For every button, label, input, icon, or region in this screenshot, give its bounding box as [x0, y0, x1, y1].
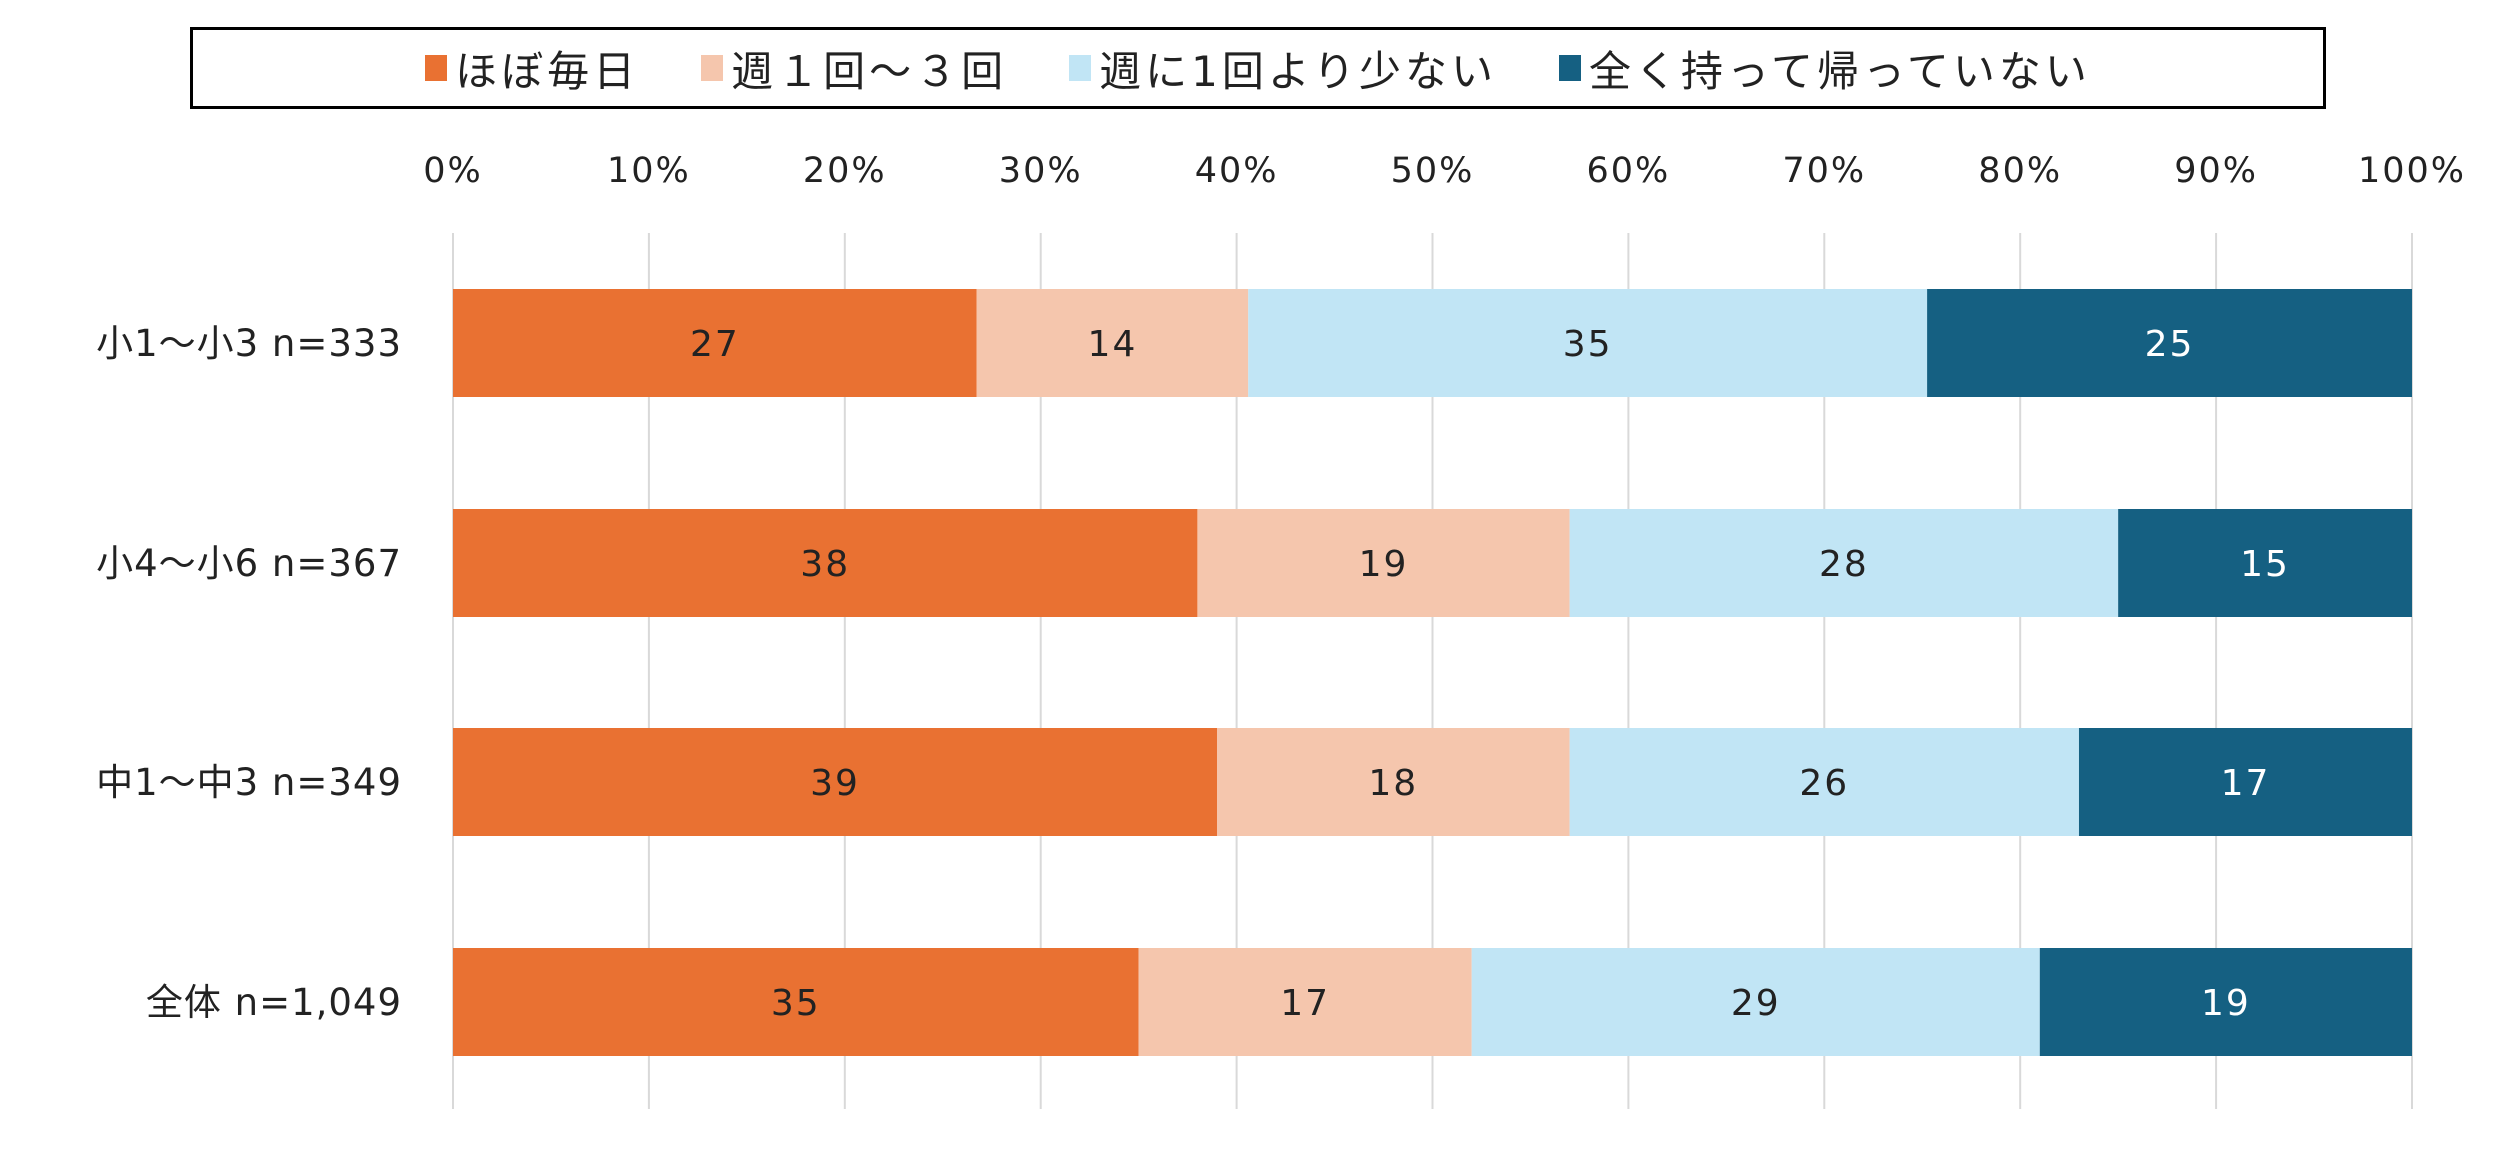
x-tick-label: 50% [1391, 151, 1475, 191]
legend-swatch [1069, 55, 1092, 81]
data-label: 38 [800, 544, 850, 585]
data-label: 28 [1819, 544, 1869, 585]
category-label: 全体 n=1,049 [146, 981, 402, 1024]
legend-item: ほぼ毎日 [425, 38, 639, 99]
bar-segment [1927, 289, 2412, 397]
bar-segment [453, 948, 1139, 1056]
x-tick-label: 40% [1195, 151, 1279, 191]
bar-segment [2078, 728, 2412, 836]
legend-item: 週に1回より少ない [1069, 38, 1497, 99]
data-label: 19 [1359, 544, 1409, 585]
bar-segment [1217, 728, 1570, 836]
data-label: 29 [1731, 983, 1781, 1024]
bar-segment [1569, 728, 2079, 836]
bar-segment [453, 728, 1218, 836]
bar-segment [453, 289, 977, 397]
legend-swatch [1559, 55, 1582, 81]
x-tick-label: 100% [2358, 151, 2466, 191]
legend-swatch [701, 55, 724, 81]
bar-segment [1569, 509, 2119, 617]
bar-segment [1248, 289, 1928, 397]
data-label: 17 [2221, 763, 2271, 804]
data-label: 15 [2240, 544, 2290, 585]
x-tick-label: 90% [2174, 151, 2258, 191]
legend-label: 全く持って帰っていない [1589, 46, 2091, 96]
category-label: 中1〜中3 n=349 [96, 761, 402, 804]
data-label: 19 [2201, 983, 2251, 1024]
data-label: 35 [1563, 324, 1613, 365]
data-label: 35 [771, 983, 821, 1024]
bar-segment [976, 289, 1249, 397]
data-label: 39 [810, 763, 860, 804]
data-label: 18 [1368, 763, 1418, 804]
legend-label: ほぼ毎日 [455, 46, 640, 96]
bar-segment [453, 509, 1198, 617]
category-label: 小1〜小3 n=333 [96, 322, 402, 365]
x-tick-label: 20% [803, 151, 887, 191]
data-label: 27 [690, 324, 740, 365]
x-tick-label: 10% [607, 151, 691, 191]
legend-label: 週１回〜３回 [731, 46, 1008, 96]
data-label: 26 [1799, 763, 1849, 804]
chart-legend: ほぼ毎日 週１回〜３回 週に1回より少ない 全く持って帰っていない [190, 27, 2326, 109]
bar-segment [1471, 948, 2040, 1056]
x-tick-label: 70% [1782, 151, 1866, 191]
legend-item: 全く持って帰っていない [1559, 38, 2091, 99]
data-label: 25 [2145, 324, 2195, 365]
x-tick-label: 30% [999, 151, 1083, 191]
x-tick-label: 80% [1978, 151, 2062, 191]
bar-segment [1197, 509, 1570, 617]
legend-swatch [425, 55, 448, 81]
legend-item: 週１回〜３回 [701, 38, 1007, 99]
legend-label: 週に1回より少ない [1099, 46, 1498, 96]
data-label: 14 [1088, 324, 1138, 365]
bar-segment [2039, 948, 2412, 1056]
bar-segment [2118, 509, 2412, 617]
category-label: 小4〜小6 n=367 [96, 542, 402, 585]
x-tick-label: 60% [1587, 151, 1671, 191]
x-tick-label: 0% [423, 151, 483, 191]
bar-segment [1138, 948, 1472, 1056]
data-label: 17 [1280, 983, 1330, 1024]
